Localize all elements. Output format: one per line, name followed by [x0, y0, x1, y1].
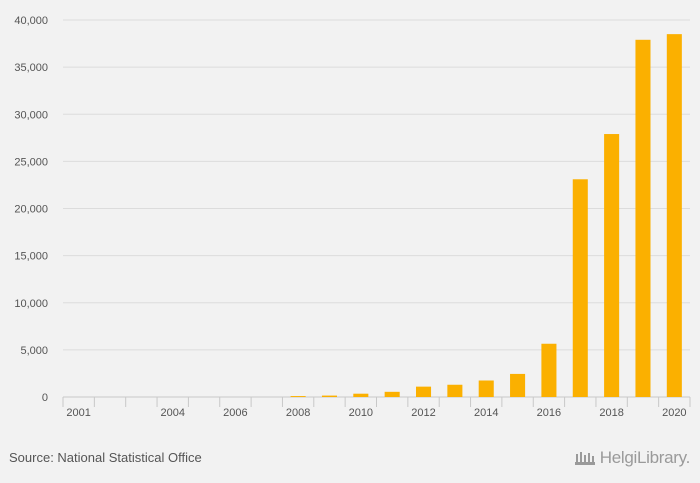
y-tick-label: 20,000 [14, 204, 48, 216]
x-tick-label: 2006 [223, 407, 247, 419]
x-tick-label: 2004 [160, 407, 184, 419]
y-tick-label: 35,000 [14, 62, 48, 74]
bar-2015 [510, 373, 526, 397]
x-tick-label: 2012 [411, 407, 435, 419]
library-icon [574, 452, 595, 465]
bar-2020 [666, 34, 682, 397]
bar-2014 [478, 380, 494, 397]
y-tick-label: 10,000 [14, 298, 48, 310]
bar-2009 [321, 395, 337, 397]
bar-chart: 0 5,000 10,000 15,000 20,000 25,000 30,000 35,0… [14, 15, 691, 419]
x-tick-label: 2020 [662, 407, 686, 419]
bar-2019 [635, 39, 651, 397]
x-tick-label: 2010 [349, 407, 373, 419]
brand-text: HelgiLibrary. [599, 448, 691, 467]
brand-logo: HelgiLibrary. [574, 448, 690, 468]
x-tick-label: 2001 [66, 407, 90, 419]
x-tick-label: 2018 [599, 407, 623, 419]
x-tick-label: 2016 [537, 407, 561, 419]
bar-2013 [447, 384, 463, 397]
bar-2010 [353, 393, 369, 397]
y-tick-label: 40,000 [14, 15, 48, 27]
x-tick-label: 2008 [286, 407, 310, 419]
bar-2008 [290, 396, 306, 397]
y-tick-label: 15,000 [14, 251, 48, 263]
bar-2011 [384, 391, 400, 397]
y-tick-label: 30,000 [14, 109, 48, 121]
x-tick-label: 2014 [474, 407, 498, 419]
source-note: Source: National Statistical Office [9, 450, 202, 465]
y-tick-label: 0 [42, 392, 48, 404]
bar-2017 [572, 179, 588, 397]
y-tick-label: 25,000 [14, 156, 48, 168]
bar-2018 [604, 134, 620, 398]
bar-2012 [416, 386, 432, 397]
bar-2016 [541, 343, 557, 397]
y-tick-label: 5,000 [20, 345, 48, 357]
